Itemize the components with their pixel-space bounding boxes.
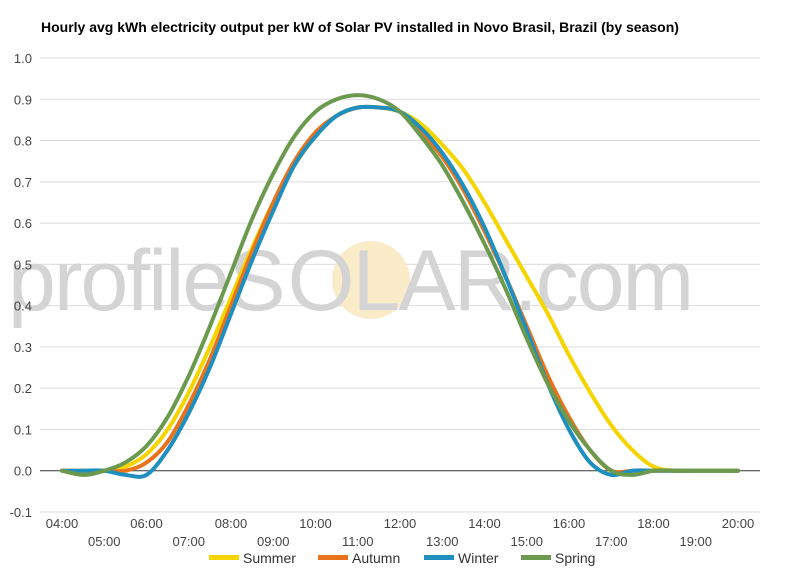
legend-label: Autumn [352, 550, 400, 566]
y-tick-label: 0.2 [14, 381, 32, 396]
axis-labels: 1.0 0.9 0.8 0.7 0.6 0.5 0.4 0.3 0.2 0.1 0.0 -0.1 04:… [10, 51, 755, 549]
x-tick-label: 19:00 [679, 534, 712, 549]
legend-swatch [424, 555, 454, 560]
x-tick-label: 06:00 [130, 516, 163, 531]
x-tick-label: 11:00 [342, 534, 374, 549]
legend-label: Summer [243, 550, 296, 566]
x-tick-label: 10:00 [299, 516, 332, 531]
legend-label: Spring [555, 550, 595, 566]
legend-label: Winter [458, 550, 499, 566]
y-tick-label: 0.6 [14, 216, 32, 231]
x-tick-label: 12:00 [384, 516, 417, 531]
x-tick-label: 16:00 [553, 516, 586, 531]
y-tick-label: 0.8 [14, 134, 32, 149]
legend-item-summer[interactable]: Summer [209, 550, 296, 566]
x-tick-label: 09:00 [257, 534, 290, 549]
legend[interactable]: Summer Autumn Winter Spring [209, 550, 595, 566]
y-tick-label: 0.9 [14, 92, 32, 107]
watermark-text: profileSOLAR.com [8, 233, 692, 329]
x-tick-label: 20:00 [722, 516, 755, 531]
x-tick-label: 14:00 [468, 516, 501, 531]
x-tick-label: 07:00 [172, 534, 205, 549]
x-tick-label: 08:00 [215, 516, 248, 531]
x-tick-label: 15:00 [510, 534, 543, 549]
y-tick-label: 0.1 [14, 422, 32, 437]
legend-swatch [521, 555, 551, 560]
x-tick-label: 18:00 [637, 516, 670, 531]
series-lines [60, 93, 740, 479]
x-tick-label: 17:00 [595, 534, 628, 549]
series-line-spring [60, 93, 740, 477]
watermark-sun-icon [332, 241, 410, 319]
x-tick-label: 04:00 [46, 516, 79, 531]
y-tick-label: 0.5 [14, 257, 32, 272]
legend-item-winter[interactable]: Winter [424, 550, 499, 566]
y-tick-label: 1.0 [14, 51, 32, 66]
legend-swatch [318, 555, 348, 560]
legend-swatch [209, 555, 239, 560]
y-tick-label: 0.4 [14, 299, 32, 314]
x-tick-label: 13:00 [426, 534, 459, 549]
legend-item-spring[interactable]: Spring [521, 550, 595, 566]
chart-title: Hourly avg kWh electricity output per kW… [41, 19, 679, 35]
y-tick-label: -0.1 [10, 505, 32, 520]
watermark: profileSOLAR.com [8, 233, 694, 329]
legend-item-autumn[interactable]: Autumn [318, 550, 400, 566]
y-tick-label: 0.3 [14, 340, 32, 355]
y-tick-label: 0.7 [14, 175, 32, 190]
x-tick-label: 05:00 [88, 534, 121, 549]
y-tick-label: 0.0 [14, 464, 32, 479]
